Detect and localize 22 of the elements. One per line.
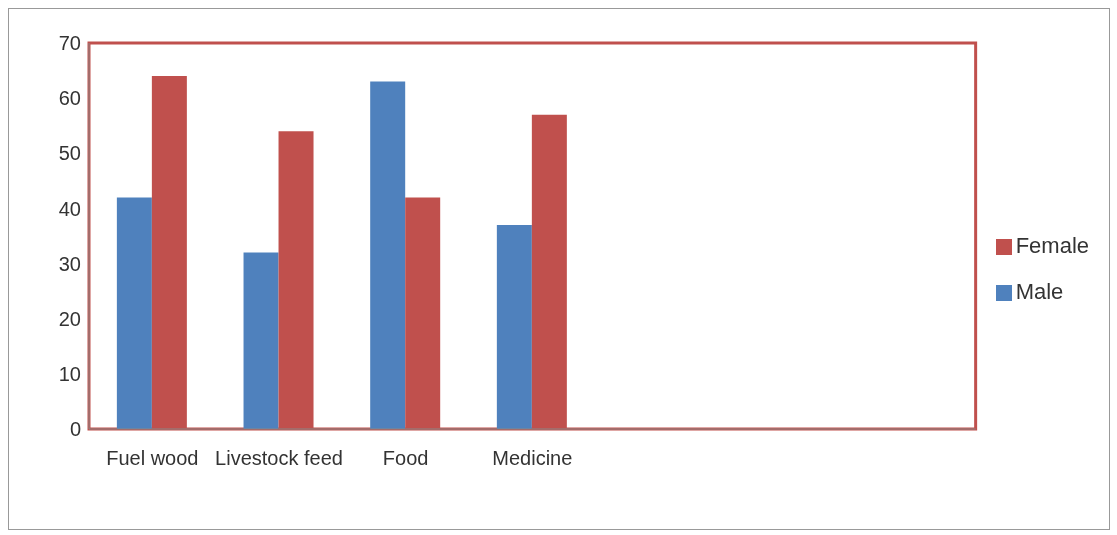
y-tick-label: 50 [58,142,81,165]
bar [116,197,152,429]
bar [496,224,532,429]
y-tick-label: 70 [58,32,81,55]
y-tick-label: 10 [58,362,81,385]
bar [151,76,187,429]
y-tick-label: 40 [58,197,81,220]
bar [405,197,441,429]
y-tick-label: 60 [58,87,81,110]
y-tick-label: 30 [58,252,81,275]
bar [243,252,279,429]
y-tick-label: 20 [58,307,81,330]
legend-label: Female [1015,233,1089,258]
x-tick-label: Medicine [492,447,573,470]
x-tick-label: Food [382,447,429,470]
x-tick-label: Fuel wood [106,447,199,470]
bar [278,131,314,429]
bar [370,81,406,429]
legend-label: Male [1015,279,1064,304]
bar [531,114,567,429]
x-tick-label: Livestock feed [215,447,343,470]
y-tick-label: 0 [69,418,81,441]
